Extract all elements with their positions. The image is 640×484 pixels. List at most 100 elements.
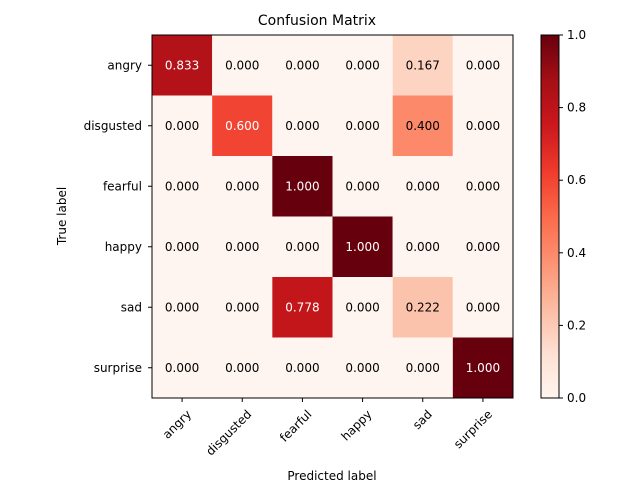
heatmap-cells	[152, 35, 513, 398]
heatmap-cell-value-disgusted-fearful: 0.000	[285, 119, 319, 133]
heatmap-cell-value-happy-sad: 0.000	[406, 240, 440, 254]
colorbar: 0.0 0.2 0.4 0.6 0.8 1.0	[540, 28, 586, 405]
heatmap-cell-value-happy-happy: 1.000	[345, 240, 379, 254]
colorbar-fill	[541, 35, 559, 398]
y-tick-label-angry: angry	[107, 58, 142, 72]
heatmap-cell-disgusted-fearful	[272, 95, 333, 156]
x-tick-label-angry: angry	[160, 407, 194, 441]
heatmap-cell-value-surprise-happy: 0.000	[345, 361, 379, 375]
heatmap-cell-disgusted-happy	[332, 95, 393, 156]
heatmap-cell-labels: 0.833 0.000 0.000 0.000 0.167 0.000 0.000 0.600…	[165, 58, 500, 375]
heatmap-cell-value-disgusted-surprise: 0.000	[466, 119, 500, 133]
heatmap-cell-disgusted-surprise	[452, 95, 513, 156]
heatmap-cell-value-disgusted-disgusted: 0.600	[225, 119, 259, 133]
heatmap-cell-happy-surprise	[452, 216, 513, 277]
heatmap-cell-value-surprise-angry: 0.000	[165, 361, 199, 375]
colorbar-tick-label-1: 0.2	[567, 318, 586, 332]
heatmap-cell-fearful-surprise	[452, 156, 513, 217]
x-tick-label-disgusted: disgusted	[203, 407, 254, 458]
heatmap-cell-value-sad-sad: 0.222	[406, 300, 440, 314]
heatmap-cell-happy-fearful	[272, 216, 333, 277]
heatmap-cell-value-surprise-fearful: 0.000	[285, 361, 319, 375]
heatmap-cell-value-fearful-angry: 0.000	[165, 179, 199, 193]
colorbar-tick-label-3: 0.6	[567, 173, 586, 187]
colorbar-tick-label-0: 0.0	[567, 391, 586, 405]
colorbar-frame	[540, 34, 560, 399]
y-tick-label-fearful: fearful	[103, 179, 142, 193]
heatmap-cell-surprise-sad	[392, 337, 453, 398]
plot-frame	[151, 34, 514, 399]
y-axis: angry disgusted fearful happy sad surprise	[84, 58, 152, 375]
heatmap-cell-disgusted-disgusted	[212, 95, 273, 156]
heatmap-cell-value-sad-surprise: 0.000	[466, 300, 500, 314]
heatmap-cell-value-sad-happy: 0.000	[345, 300, 379, 314]
y-axis-label: True label	[55, 187, 69, 246]
heatmap-cell-value-disgusted-happy: 0.000	[345, 119, 379, 133]
heatmap-cell-surprise-surprise	[452, 337, 513, 398]
colorbar-tick-label-5: 1.0	[567, 28, 586, 42]
heatmap-cell-value-angry-surprise: 0.000	[466, 58, 500, 72]
heatmap-cell-angry-fearful	[272, 35, 333, 96]
x-tick-label-happy: happy	[338, 407, 374, 443]
heatmap-cell-value-disgusted-angry: 0.000	[165, 119, 199, 133]
x-tick-label-fearful: fearful	[277, 407, 315, 445]
heatmap-cell-value-fearful-disgusted: 0.000	[225, 179, 259, 193]
heatmap-cell-value-fearful-happy: 0.000	[345, 179, 379, 193]
colorbar-ticks: 0.0 0.2 0.4 0.6 0.8 1.0	[559, 28, 586, 405]
y-tick-label-sad: sad	[121, 300, 142, 314]
heatmap-cell-surprise-happy	[332, 337, 393, 398]
y-tick-label-happy: happy	[105, 240, 142, 254]
x-tick-label-sad: sad	[410, 407, 435, 432]
x-tick-label-surprise: surprise	[451, 407, 495, 451]
heatmap-cell-value-sad-disgusted: 0.000	[225, 300, 259, 314]
heatmap-cell-value-sad-fearful: 0.778	[285, 300, 319, 314]
heatmap-cell-sad-fearful	[272, 277, 333, 338]
heatmap-cell-surprise-disgusted	[212, 337, 273, 398]
heatmap-cell-value-angry-fearful: 0.000	[285, 58, 319, 72]
heatmap-cell-angry-happy	[332, 35, 393, 96]
heatmap-cell-value-happy-surprise: 0.000	[466, 240, 500, 254]
y-tick-label-disgusted: disgusted	[84, 119, 142, 133]
heatmap-cell-happy-sad	[392, 216, 453, 277]
heatmap-cell-fearful-sad	[392, 156, 453, 217]
heatmap-cell-sad-disgusted	[212, 277, 273, 338]
x-axis-label: Predicted label	[287, 469, 376, 480]
heatmap-cell-sad-surprise	[452, 277, 513, 338]
heatmap-cell-surprise-fearful	[272, 337, 333, 398]
heatmap-cell-sad-sad	[392, 277, 453, 338]
heatmap-cell-value-angry-disgusted: 0.000	[225, 58, 259, 72]
heatmap-cell-angry-disgusted	[212, 35, 273, 96]
heatmap-cell-value-fearful-surprise: 0.000	[466, 179, 500, 193]
heatmap-cell-sad-happy	[332, 277, 393, 338]
heatmap-cell-fearful-disgusted	[212, 156, 273, 217]
heatmap-cell-fearful-fearful	[272, 156, 333, 217]
heatmap-cell-angry-angry	[152, 35, 213, 96]
heatmap-cell-sad-angry	[152, 277, 213, 338]
heatmap-cell-value-happy-fearful: 0.000	[285, 240, 319, 254]
heatmap-cell-value-happy-disgusted: 0.000	[225, 240, 259, 254]
colorbar-tick-label-2: 0.4	[567, 246, 586, 260]
heatmap-cell-happy-angry	[152, 216, 213, 277]
x-axis: angry disgusted fearful happy sad surprise	[160, 398, 495, 458]
heatmap-cell-value-surprise-sad: 0.000	[406, 361, 440, 375]
heatmap-cell-value-angry-sad: 0.167	[406, 58, 440, 72]
y-tick-label-surprise: surprise	[94, 361, 142, 375]
heatmap-cell-value-angry-angry: 0.833	[165, 58, 199, 72]
heatmap-cell-surprise-angry	[152, 337, 213, 398]
heatmap-cell-value-sad-angry: 0.000	[165, 300, 199, 314]
heatmap-cell-fearful-happy	[332, 156, 393, 217]
colorbar-tick-label-4: 0.8	[567, 101, 586, 115]
heatmap-cell-value-fearful-fearful: 1.000	[285, 179, 319, 193]
heatmap-cell-value-happy-angry: 0.000	[165, 240, 199, 254]
heatmap-cell-happy-disgusted	[212, 216, 273, 277]
heatmap-cell-value-angry-happy: 0.000	[345, 58, 379, 72]
heatmap-cell-value-fearful-sad: 0.000	[406, 179, 440, 193]
heatmap-cell-value-surprise-surprise: 1.000	[466, 361, 500, 375]
heatmap-cell-happy-happy	[332, 216, 393, 277]
heatmap-cell-fearful-angry	[152, 156, 213, 217]
heatmap-cell-disgusted-sad	[392, 95, 453, 156]
heatmap-cell-value-surprise-disgusted: 0.000	[225, 361, 259, 375]
heatmap-cell-disgusted-angry	[152, 95, 213, 156]
heatmap-cell-value-disgusted-sad: 0.400	[406, 119, 440, 133]
